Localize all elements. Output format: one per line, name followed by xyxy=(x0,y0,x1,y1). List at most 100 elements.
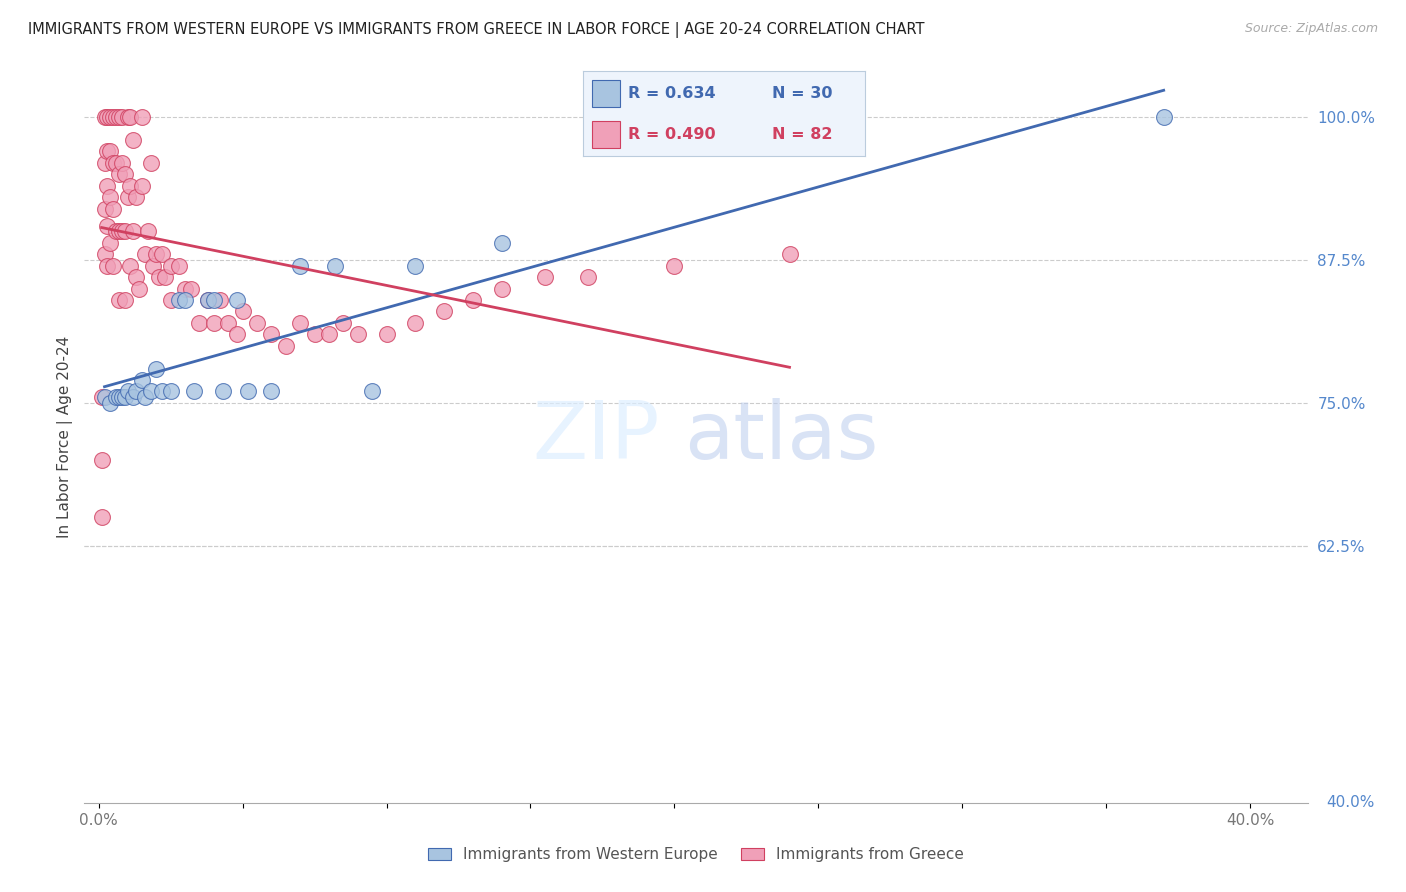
Point xyxy=(98,396,121,410)
Point xyxy=(96,145,118,159)
Point xyxy=(122,224,145,238)
Point xyxy=(197,293,219,307)
Point xyxy=(120,259,142,273)
Point xyxy=(217,316,239,330)
Point xyxy=(153,270,176,285)
Point xyxy=(346,327,368,342)
Point xyxy=(197,293,219,307)
Point xyxy=(96,110,118,124)
Y-axis label: In Labor Force | Age 20-24: In Labor Force | Age 20-24 xyxy=(58,336,73,538)
Point xyxy=(96,259,118,273)
Point xyxy=(117,384,139,399)
Point xyxy=(232,304,254,318)
Point xyxy=(101,110,124,124)
Point xyxy=(90,390,112,404)
Point xyxy=(225,327,247,342)
Point xyxy=(169,293,191,307)
Point xyxy=(134,247,156,261)
Legend: Immigrants from Western Europe, Immigrants from Greece: Immigrants from Western Europe, Immigran… xyxy=(422,841,970,868)
Point xyxy=(180,281,202,295)
Point xyxy=(93,390,115,404)
Point xyxy=(225,293,247,307)
Point xyxy=(238,384,260,399)
Point xyxy=(274,338,297,352)
Point xyxy=(111,224,134,238)
Point xyxy=(323,259,346,273)
Point xyxy=(304,327,326,342)
Point xyxy=(101,156,124,170)
Point xyxy=(114,167,136,181)
Point xyxy=(108,167,131,181)
Point xyxy=(260,384,283,399)
Point xyxy=(93,110,115,124)
Point xyxy=(150,247,173,261)
Point xyxy=(125,384,148,399)
Text: ZIP: ZIP xyxy=(531,398,659,476)
Point xyxy=(404,259,426,273)
Point xyxy=(375,327,398,342)
Point xyxy=(404,316,426,330)
Point xyxy=(290,316,312,330)
Point xyxy=(461,293,484,307)
Point xyxy=(98,110,121,124)
Point xyxy=(361,384,384,399)
Point xyxy=(202,316,225,330)
Text: N = 82: N = 82 xyxy=(772,127,832,142)
Point xyxy=(246,316,269,330)
Point xyxy=(131,110,153,124)
Bar xyxy=(592,120,620,147)
Point xyxy=(142,259,165,273)
Point xyxy=(145,361,167,376)
Point xyxy=(183,384,205,399)
Point xyxy=(114,224,136,238)
Point xyxy=(108,390,131,404)
Point xyxy=(290,259,312,273)
Text: R = 0.634: R = 0.634 xyxy=(628,86,716,101)
Point xyxy=(96,178,118,193)
Point xyxy=(174,281,197,295)
Point xyxy=(779,247,801,261)
Point xyxy=(139,384,162,399)
Text: R = 0.490: R = 0.490 xyxy=(628,127,716,142)
Point xyxy=(120,110,142,124)
Point xyxy=(108,110,131,124)
Point xyxy=(93,202,115,216)
Point xyxy=(260,327,283,342)
Point xyxy=(98,145,121,159)
Point xyxy=(169,259,191,273)
Point xyxy=(128,281,150,295)
Point xyxy=(150,384,173,399)
Point xyxy=(114,293,136,307)
Text: N = 30: N = 30 xyxy=(772,86,832,101)
Point xyxy=(111,110,134,124)
Point xyxy=(120,178,142,193)
Point xyxy=(1153,110,1175,124)
Point xyxy=(174,293,197,307)
Point xyxy=(101,259,124,273)
Point xyxy=(105,156,128,170)
Point xyxy=(159,293,181,307)
Point xyxy=(117,190,139,204)
Point xyxy=(664,259,686,273)
Point xyxy=(131,178,153,193)
Point xyxy=(202,293,225,307)
Point xyxy=(125,270,148,285)
Point xyxy=(188,316,211,330)
Text: 40.0%: 40.0% xyxy=(1326,796,1374,810)
Point xyxy=(208,293,231,307)
Point xyxy=(148,270,170,285)
Point xyxy=(105,390,128,404)
Point xyxy=(111,390,134,404)
Point xyxy=(105,224,128,238)
Text: atlas: atlas xyxy=(683,398,879,476)
Point xyxy=(159,384,181,399)
Point xyxy=(93,156,115,170)
Point xyxy=(96,219,118,233)
Point xyxy=(93,247,115,261)
Point xyxy=(125,190,148,204)
Point xyxy=(534,270,557,285)
Point xyxy=(122,133,145,147)
Point xyxy=(98,235,121,250)
Point xyxy=(90,453,112,467)
Text: IMMIGRANTS FROM WESTERN EUROPE VS IMMIGRANTS FROM GREECE IN LABOR FORCE | AGE 20: IMMIGRANTS FROM WESTERN EUROPE VS IMMIGR… xyxy=(28,22,925,38)
